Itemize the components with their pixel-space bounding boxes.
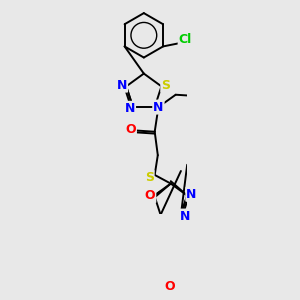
Text: S: S bbox=[145, 171, 154, 184]
Text: N: N bbox=[153, 100, 164, 114]
Text: N: N bbox=[186, 188, 197, 201]
Text: Cl: Cl bbox=[179, 32, 192, 46]
Text: O: O bbox=[164, 280, 175, 292]
Text: O: O bbox=[125, 123, 136, 136]
Text: N: N bbox=[180, 210, 190, 223]
Text: N: N bbox=[125, 102, 135, 115]
Text: O: O bbox=[145, 189, 155, 202]
Text: S: S bbox=[161, 79, 170, 92]
Text: N: N bbox=[117, 79, 127, 92]
